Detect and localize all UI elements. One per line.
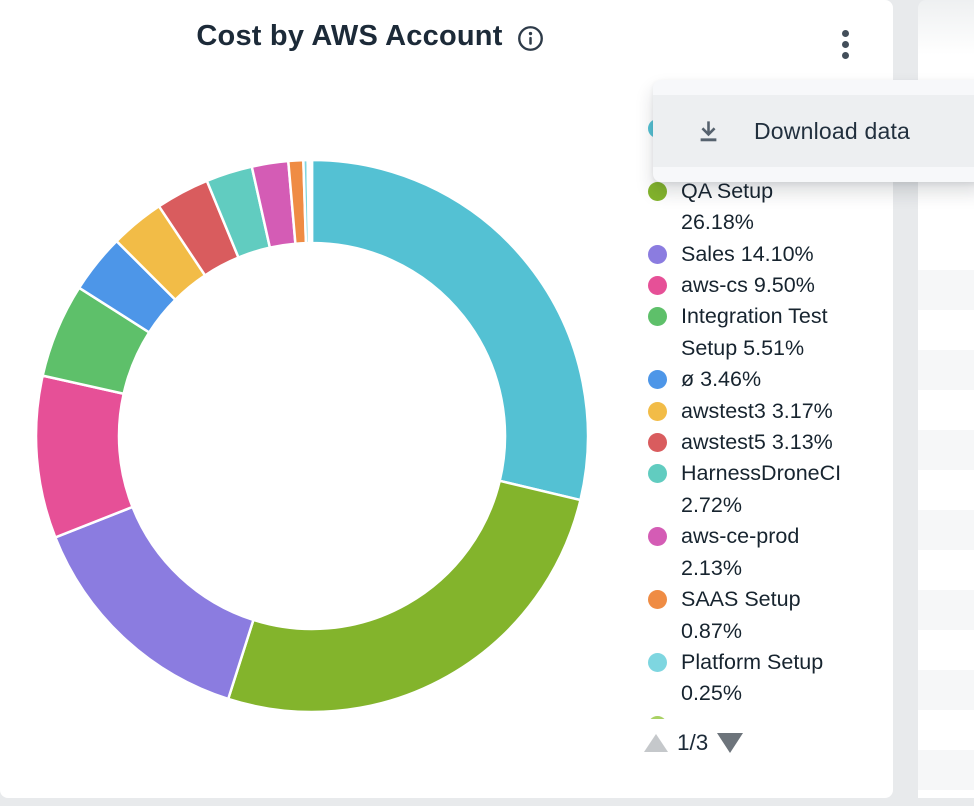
legend-dot [648, 401, 667, 421]
legend-item[interactable]: awstest3 3.17% [645, 396, 890, 427]
legend-label: aws-cs 9.50% [681, 273, 815, 298]
legend-dot [648, 652, 667, 672]
legend-dot [648, 527, 667, 547]
legend-dot [648, 433, 667, 453]
legend-item[interactable]: aws-ce-prod 2.13% [645, 521, 890, 584]
legend-item[interactable]: Sales 14.10% [645, 239, 890, 270]
page-title: Cost by AWS Account [196, 20, 503, 52]
legend-label: Sales 14.10% [681, 241, 814, 266]
download-data-label: Download data [754, 117, 911, 144]
legend-next-button[interactable] [717, 733, 744, 753]
pie-slice[interactable] [53, 505, 255, 701]
pie-slice[interactable] [34, 374, 135, 540]
legend-label: Integration Test Setup 5.51% [681, 304, 828, 360]
legend-dot [648, 307, 667, 327]
legend-item[interactable]: QA Setup 26.18% [645, 176, 890, 239]
legend-label: SAAS Setup 0.87% [681, 587, 801, 643]
legend-dot [648, 276, 667, 296]
legend-dot [648, 244, 667, 264]
legend-item[interactable]: awstest5 3.13% [645, 427, 890, 458]
kebab-dot [841, 29, 849, 37]
legend-item[interactable]: HarnessDroneCI 2.72% [645, 458, 890, 521]
legend-label: QA Setup 26.18% [681, 178, 774, 235]
legend-item[interactable]: aws-cs 9.50% [645, 270, 890, 301]
legend-page-indicator: 1/3 [677, 730, 709, 755]
card-header: Cost by AWS Account [0, 20, 740, 53]
pie-slice[interactable] [310, 158, 590, 502]
legend-label: awstest5 3.13% [681, 430, 833, 455]
legend-pagination: 1/3 [644, 730, 744, 756]
legend-dot [648, 590, 667, 610]
legend-dot [648, 715, 667, 719]
legend-item[interactable]: SAAS Setup 0.87% [645, 584, 890, 647]
kebab-dot [841, 40, 849, 48]
legend-prev-button[interactable] [644, 734, 668, 752]
more-options-button[interactable] [830, 21, 860, 67]
legend-dot [648, 370, 667, 390]
download-data-menu-item[interactable]: Download data [653, 95, 974, 167]
legend-item[interactable]: Integration Test Setup 5.51% [645, 301, 890, 364]
legend: QA Setup 26.18% Sales 14.10% aws-cs 9.50% In… [645, 113, 890, 719]
legend-item[interactable] [645, 710, 890, 719]
legend-dot [648, 181, 667, 201]
pie-slice[interactable] [226, 479, 582, 714]
info-icon[interactable] [517, 25, 544, 52]
legend-label: awstest3 3.17% [681, 398, 833, 423]
kebab-dot [841, 51, 849, 59]
legend-label: ø 3.46% [681, 367, 762, 392]
legend-item[interactable]: ø 3.46% [645, 364, 890, 395]
card-options-dropdown: Download data [653, 80, 974, 182]
download-icon [700, 120, 717, 141]
legend-dot [648, 464, 667, 484]
legend-label: aws-ce-prod 2.13% [681, 524, 800, 580]
legend-label: HarnessDroneCI 2.72% [681, 461, 842, 517]
pie-slice[interactable] [308, 158, 314, 245]
legend-item[interactable]: Platform Setup 0.25% [645, 647, 890, 710]
donut-chart [34, 158, 590, 714]
adjacent-card-rows [918, 230, 974, 798]
legend-label: Platform Setup 0.25% [681, 649, 824, 706]
